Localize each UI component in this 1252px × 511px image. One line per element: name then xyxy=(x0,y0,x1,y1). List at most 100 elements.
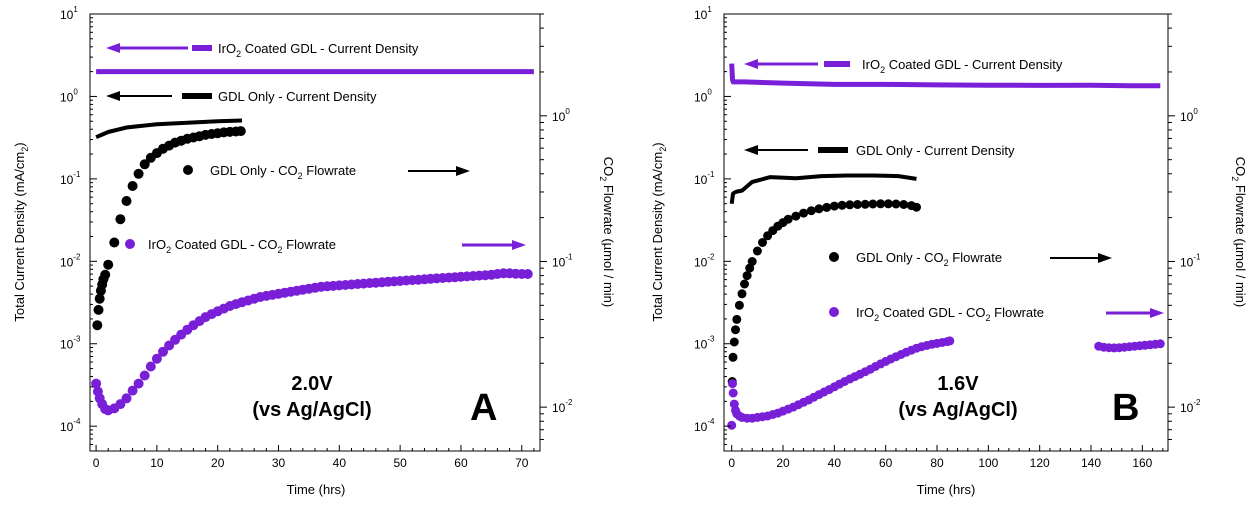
panel-a-series-2-point xyxy=(103,259,114,270)
panel-b-series-2-point xyxy=(829,201,839,211)
panel-a-series-2-point xyxy=(133,168,144,179)
panel-b-legend-gdl-cd-arrowhead xyxy=(744,145,758,155)
x-tick-label: 40 xyxy=(828,456,842,470)
panel-b-condition-voltage: 1.6V xyxy=(937,373,979,395)
panel-b-condition-reference: (vs Ag/AgCl) xyxy=(898,399,1017,421)
panel-b-series-2-point xyxy=(742,271,752,281)
panel-a-series-3-point xyxy=(151,353,162,364)
y-tick-label: 100 xyxy=(694,87,712,104)
panel-b-series-2-point xyxy=(845,200,855,210)
x-tick-label: 100 xyxy=(978,456,998,470)
panel-a-ticks: 0 10 20 30 40 50 60 70 101 100 10-1 10-2 10-3 10-4 100… xyxy=(60,5,573,470)
y2-tick-label: 10-1 xyxy=(552,252,573,269)
x-tick-label: 120 xyxy=(1030,456,1050,470)
y-tick-label: 10-4 xyxy=(60,417,81,434)
panel-b-legend-gdl-co2-label: GDL Only - CO2 Flowrate xyxy=(856,250,1002,268)
panel-a-legend-gdl-co2-marker xyxy=(183,165,193,175)
panel-a-series-3-point xyxy=(121,393,132,404)
panel-a-series-3-point xyxy=(522,269,533,279)
panel-b-series-2-point xyxy=(737,289,747,299)
panel-b-series-3-point xyxy=(727,420,737,430)
panel-a-series-2-point xyxy=(109,237,120,248)
x-tick-label: 20 xyxy=(211,456,225,470)
panel-a-condition-reference: (vs Ag/AgCl) xyxy=(252,399,371,421)
panel-b-series-2-point xyxy=(752,246,762,256)
x-tick-label: 60 xyxy=(879,456,893,470)
panel-b-series-2-point xyxy=(860,199,870,209)
y-tick-label: 10-2 xyxy=(694,252,715,269)
panel-a-series-2-point xyxy=(94,293,105,304)
panel-b-series-2-point xyxy=(837,200,847,210)
panel-b-series-2-point xyxy=(806,206,816,216)
panel-a-legend-iro2-cd-arrowhead xyxy=(106,43,120,53)
panel-b-series-2-point xyxy=(732,314,742,324)
panel-b-ylabel: Total Current Density (mA/cm2) xyxy=(650,142,668,321)
panel-a-ylabel: Total Current Density (mA/cm2) xyxy=(12,142,30,321)
panel-a-legend-gdl-co2-arrowhead xyxy=(456,166,470,176)
x-tick-label: 70 xyxy=(515,456,529,470)
panel-a-series-3-point xyxy=(158,346,168,357)
x-tick-label: 160 xyxy=(1132,456,1152,470)
x-tick-label: 30 xyxy=(272,456,286,470)
panel-a-legend-gdl-co2-label: GDL Only - CO2 Flowrate xyxy=(210,163,356,181)
panel-a-series-3-point xyxy=(145,361,156,372)
panel-b-series-1-line xyxy=(729,173,917,204)
panel-a-series-2-point xyxy=(92,320,103,331)
x-tick-label: 40 xyxy=(333,456,347,470)
panel-a-legend-iro2-co2-label: IrO2 Coated GDL - CO2 Flowrate xyxy=(148,237,336,255)
x-tick-label: 0 xyxy=(93,456,100,470)
panel-b-series-0-line xyxy=(729,63,1161,89)
x-tick-label: 10 xyxy=(150,456,164,470)
panel-b-series-2-point xyxy=(731,325,740,335)
panel-b-series xyxy=(727,63,1165,430)
y-tick-label: 10-1 xyxy=(694,170,715,187)
panel-a-series-1-line xyxy=(95,118,243,140)
panel-a-legend-iro2-cd-label: IrO2 Coated GDL - Current Density xyxy=(218,41,419,59)
y2-tick-label: 100 xyxy=(1180,107,1198,124)
panel-b-series-2-point xyxy=(883,199,893,209)
panel-a-series-2-point xyxy=(121,196,132,206)
panel-a-series-2-point xyxy=(127,181,138,191)
panel-a-condition-voltage: 2.0V xyxy=(291,373,333,395)
panel-a-legend-iro2-co2-marker xyxy=(125,239,135,249)
y-tick-label: 10-2 xyxy=(60,252,81,269)
panel-a-series-2-point xyxy=(93,304,104,315)
y2-tick-label: 10-1 xyxy=(1180,252,1201,269)
panel-a-series-3-point xyxy=(139,370,150,381)
panel-b-series-3-point xyxy=(1155,339,1165,349)
panel-b-legend-gdl-co2-arrowhead xyxy=(1098,253,1112,263)
y-tick-label: 10-3 xyxy=(60,335,81,352)
panel-b-ticks: 0 20 40 60 80 100 120 140 160 101 100 10-1 10-2 10-3 1… xyxy=(694,5,1201,470)
y2-tick-label: 10-2 xyxy=(1180,398,1201,415)
panel-b-frame xyxy=(723,13,1169,452)
panel-b-legend-iro2-co2-arrowhead xyxy=(1150,308,1164,318)
panel-b-y2label: CO2 Flowrate (µmol / min) xyxy=(1230,157,1248,307)
y-tick-label: 10-4 xyxy=(694,417,715,434)
x-tick-label: 140 xyxy=(1081,456,1101,470)
y2-tick-label: 100 xyxy=(552,107,570,124)
panel-b-series-2-point xyxy=(728,352,738,362)
panel-a-legend-gdl-cd-arrowhead xyxy=(106,91,120,101)
panel-b-series-2-point xyxy=(799,208,809,218)
panel-b-series-2-point xyxy=(822,202,832,212)
panel-b-series-2-point xyxy=(791,211,801,221)
panel-b-label: B xyxy=(1112,387,1139,429)
panel-a: 0 10 20 30 40 50 60 70 101 100 10-1 10-2 10-3 10-4 100… xyxy=(12,5,616,497)
panel-b-series-3-point xyxy=(728,388,738,398)
panel-b-series-3-point xyxy=(945,336,955,346)
panel-a-xlabel: Time (hrs) xyxy=(287,482,346,497)
panel-a-series-2-point xyxy=(235,126,246,137)
panel-b-xlabel: Time (hrs) xyxy=(917,482,976,497)
panel-a-legend-gdl-cd-label: GDL Only - Current Density xyxy=(218,89,377,104)
panel-b-series-2-point xyxy=(747,257,757,266)
panel-b-series-2-point xyxy=(868,199,878,209)
panel-b: 0 20 40 60 80 100 120 140 160 101 100 10-1 10-2 10-3 1… xyxy=(650,5,1248,497)
panel-b-series-2-point xyxy=(814,204,824,214)
panel-a-series-3-point xyxy=(133,378,144,389)
panel-b-series-2-point xyxy=(734,300,744,310)
panel-b-series-2-point xyxy=(891,199,901,209)
panel-a-series-2-point xyxy=(115,214,126,225)
x-tick-label: 60 xyxy=(454,456,468,470)
